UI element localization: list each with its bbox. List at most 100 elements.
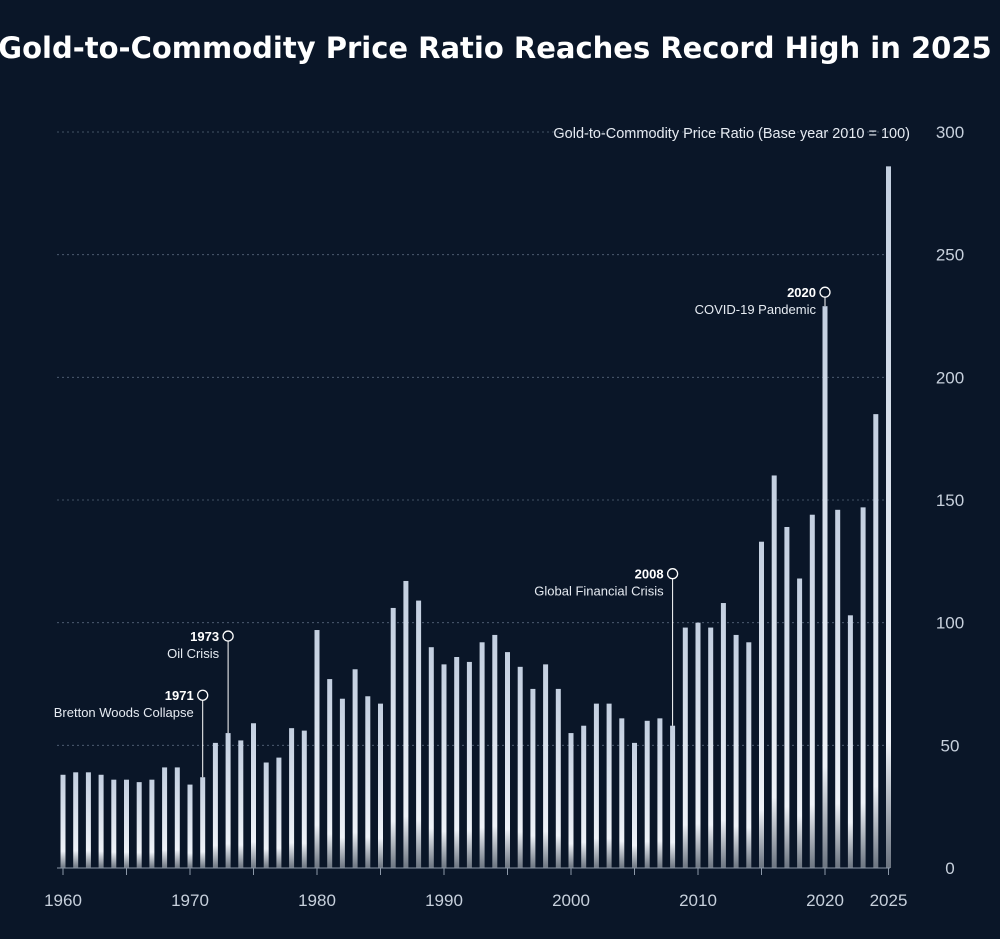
bar-1999 xyxy=(555,688,561,868)
bar-1965 xyxy=(124,779,129,868)
x-tick-label: 1990 xyxy=(425,891,463,910)
y-tick-label: 0 xyxy=(945,859,954,878)
bar-2014 xyxy=(746,642,752,868)
annotation-year: 2008 xyxy=(635,567,664,582)
bar-1991 xyxy=(454,657,460,868)
bar-2022 xyxy=(847,615,853,868)
bar-2023 xyxy=(860,507,866,868)
bar-1972 xyxy=(212,742,218,868)
annotation-marker xyxy=(819,286,831,298)
bar-1973 xyxy=(225,733,231,868)
bar-2008 xyxy=(670,725,676,868)
bar-1988 xyxy=(416,600,422,868)
bar-1963 xyxy=(98,774,104,868)
bar-1969 xyxy=(174,767,180,868)
x-tick-label: 2025 xyxy=(870,891,908,910)
bar-1983 xyxy=(352,669,358,868)
annotation-year: 2020 xyxy=(787,285,816,300)
bar-2018 xyxy=(797,578,803,868)
bar-1992 xyxy=(466,661,472,868)
bar-2019 xyxy=(809,514,815,868)
annotation-year: 1973 xyxy=(190,629,219,644)
bar-1975 xyxy=(251,723,256,868)
bar-2009 xyxy=(682,627,688,868)
bar-2013 xyxy=(733,634,739,868)
bar-1982 xyxy=(339,698,345,868)
bar-1993 xyxy=(479,642,485,868)
y-tick-label: 100 xyxy=(936,614,964,633)
bar-2006 xyxy=(644,720,650,868)
bar-1986 xyxy=(390,607,396,868)
x-tick-label: 1960 xyxy=(44,891,82,910)
bar-2021 xyxy=(835,509,841,868)
bar-1966 xyxy=(136,782,142,868)
bar-1961 xyxy=(73,772,79,868)
bar-2020 xyxy=(822,306,828,868)
bar-1967 xyxy=(149,779,155,868)
annotations: 1971 Bretton Woods Collapse 1973 Oil Crisis… xyxy=(54,285,831,778)
bar-1970 xyxy=(187,784,193,868)
bar-2004 xyxy=(619,718,625,868)
bar-1984 xyxy=(365,696,371,868)
bar-1979 xyxy=(301,730,307,868)
x-tick-label: 1980 xyxy=(298,891,336,910)
y-tick-label: 50 xyxy=(941,736,960,755)
bar-1964 xyxy=(111,779,117,868)
bar-2017 xyxy=(784,526,790,868)
x-tick-label: 2020 xyxy=(806,891,844,910)
bar-1974 xyxy=(238,740,244,868)
bar-2015 xyxy=(759,541,764,868)
y-tick-label: 200 xyxy=(936,368,964,387)
bar-2000 xyxy=(568,733,574,868)
gridlines: 0 50 100 150 200 250 300 xyxy=(57,123,964,878)
bar-2016 xyxy=(771,475,777,868)
y-axis-label: Gold-to-Commodity Price Ratio (Base year… xyxy=(553,126,910,142)
bar-1960 xyxy=(60,774,66,868)
bar-1980 xyxy=(314,630,320,868)
x-tick-label: 1970 xyxy=(171,891,209,910)
bar-1985 xyxy=(378,703,383,868)
bars xyxy=(60,166,891,869)
x-tick-label: 2010 xyxy=(679,891,717,910)
bar-2024 xyxy=(873,414,879,868)
bar-1978 xyxy=(289,728,295,868)
bar-1976 xyxy=(263,762,269,868)
bar-2010 xyxy=(695,622,701,868)
x-tick-label: 2000 xyxy=(552,891,590,910)
annotation-marker xyxy=(197,689,209,701)
bar-1994 xyxy=(492,634,498,868)
bar-1981 xyxy=(327,679,333,868)
chart-title: Gold-to-Commodity Price Ratio Reaches Re… xyxy=(0,31,992,65)
bar-1989 xyxy=(428,647,434,868)
bar-2012 xyxy=(720,603,726,868)
bar-1968 xyxy=(162,767,168,868)
bar-2003 xyxy=(606,703,612,868)
annotation-marker xyxy=(666,568,679,580)
bar-1962 xyxy=(85,772,91,868)
bar-1995 xyxy=(505,652,510,868)
annotation-year: 1971 xyxy=(165,688,194,703)
bar-1996 xyxy=(517,666,523,868)
annotation-label: COVID-19 Pandemic xyxy=(695,302,817,317)
y-tick-label: 250 xyxy=(936,246,964,265)
annotation-label: Global Financial Crisis xyxy=(534,584,664,599)
x-axis: 1960 1970 1980 1990 2000 2010 2020 2025 xyxy=(44,867,908,910)
annotation-marker xyxy=(222,630,234,642)
bar-1990 xyxy=(441,664,447,868)
bar-2002 xyxy=(593,703,599,868)
bar-2011 xyxy=(708,627,714,868)
bar-1987 xyxy=(403,580,409,868)
bar-2025 xyxy=(886,166,891,869)
annotation-label: Oil Crisis xyxy=(167,646,219,661)
bar-1997 xyxy=(530,688,536,868)
bar-1998 xyxy=(543,664,549,868)
y-tick-label: 300 xyxy=(936,123,964,142)
bar-1971 xyxy=(200,777,206,868)
bar-2005 xyxy=(632,742,637,868)
bar-2001 xyxy=(581,725,587,868)
annotation-label: Bretton Woods Collapse xyxy=(54,705,194,720)
y-tick-label: 150 xyxy=(936,491,964,510)
bar-1977 xyxy=(276,757,282,868)
bar-2007 xyxy=(657,718,663,868)
